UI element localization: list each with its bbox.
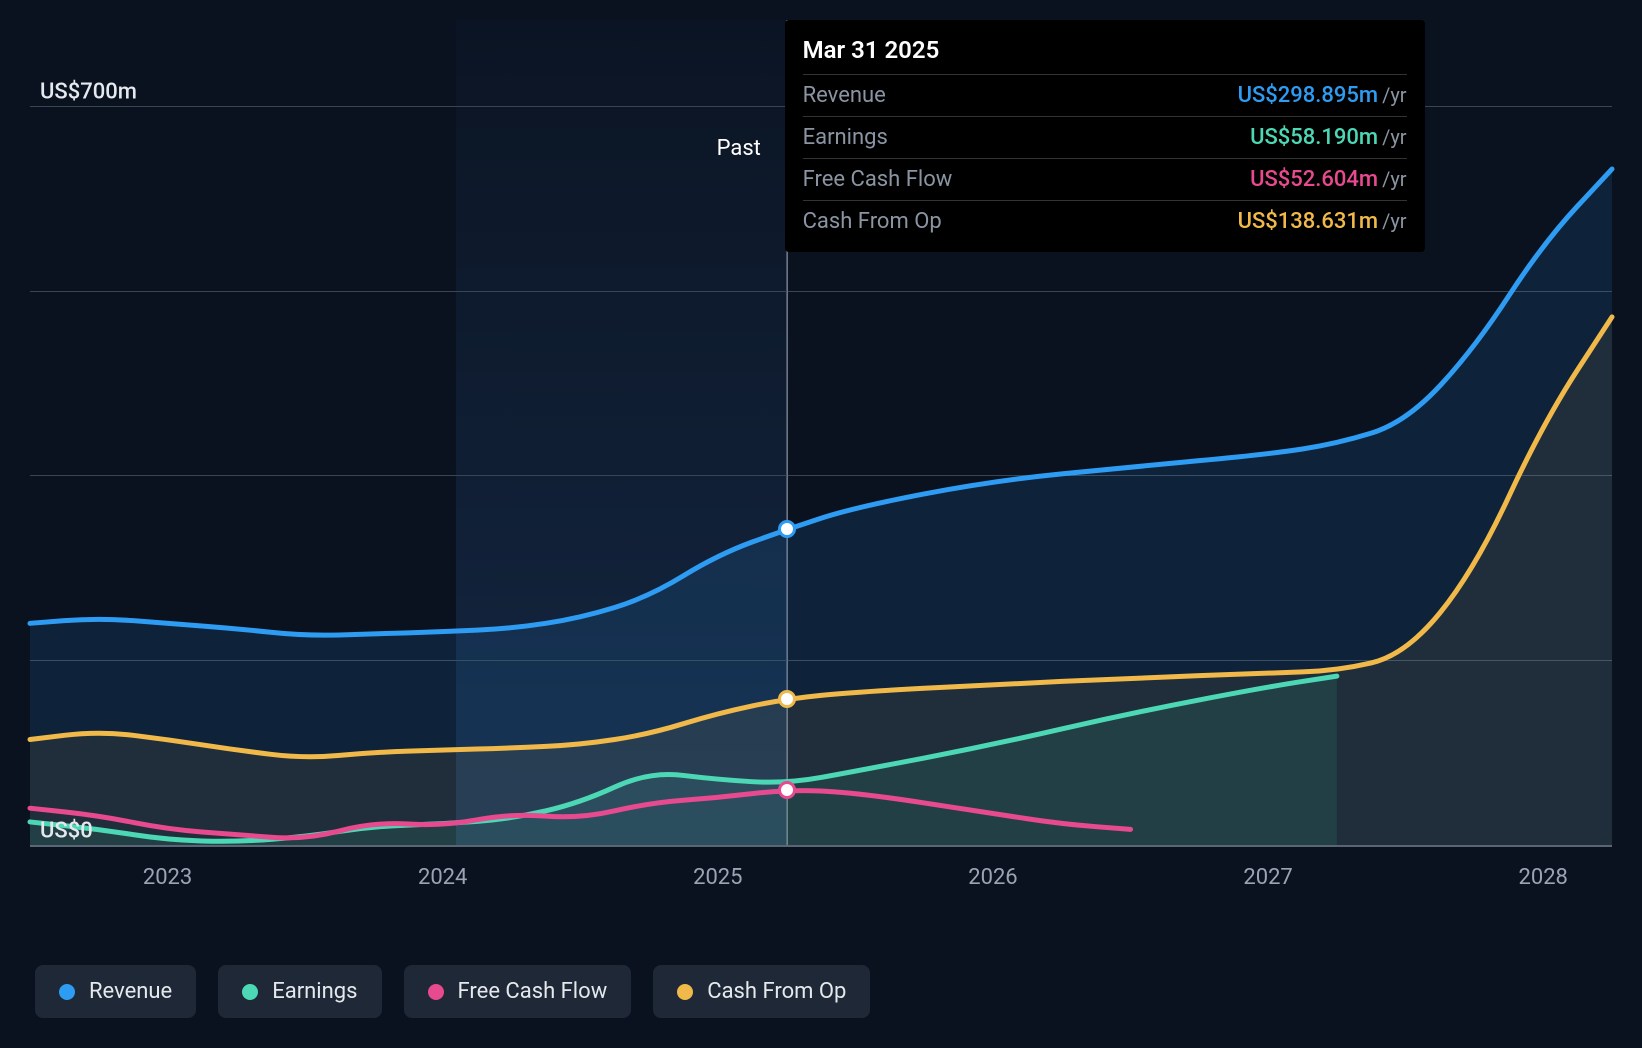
y-tick-label: US$700m <box>40 79 137 104</box>
legend-item-fcf[interactable]: Free Cash Flow <box>404 965 632 1018</box>
tooltip-row-value-wrap: US$138.631m/yr <box>1238 209 1407 234</box>
tooltip-row-value: US$52.604m <box>1250 167 1378 192</box>
tooltip-row-value: US$138.631m <box>1238 209 1379 234</box>
tooltip-row-name: Free Cash Flow <box>803 167 953 192</box>
legend-label: Earnings <box>272 979 357 1004</box>
legend: Revenue Earnings Free Cash Flow Cash Fro… <box>35 965 870 1018</box>
tooltip-row-value-wrap: US$58.190m/yr <box>1250 125 1407 150</box>
legend-label: Cash From Op <box>707 979 846 1004</box>
tooltip-row-value: US$58.190m <box>1250 125 1378 150</box>
tooltip-row-name: Revenue <box>803 83 886 108</box>
legend-item-earnings[interactable]: Earnings <box>218 965 381 1018</box>
tooltip-row-unit: /yr <box>1382 125 1407 149</box>
legend-label: Free Cash Flow <box>458 979 608 1004</box>
tooltip-row-name: Cash From Op <box>803 209 942 234</box>
tooltip-row-value-wrap: US$52.604m/yr <box>1250 167 1407 192</box>
legend-dot-icon <box>59 984 75 1000</box>
tooltip-row-name: Earnings <box>803 125 888 150</box>
tooltip-row-unit: /yr <box>1382 83 1407 107</box>
tooltip-row-value-wrap: US$298.895m/yr <box>1238 83 1407 108</box>
hover-tooltip: Mar 31 2025 Revenue US$298.895m/yr Earni… <box>785 20 1425 252</box>
tooltip-row-fcf: Free Cash Flow US$52.604m/yr <box>803 159 1407 201</box>
tooltip-row-unit: /yr <box>1382 209 1407 233</box>
tooltip-row-revenue: Revenue US$298.895m/yr <box>803 75 1407 117</box>
legend-dot-icon <box>428 984 444 1000</box>
legend-dot-icon <box>677 984 693 1000</box>
legend-item-revenue[interactable]: Revenue <box>35 965 196 1018</box>
tooltip-row-value: US$298.895m <box>1238 83 1379 108</box>
past-label: Past <box>717 136 761 161</box>
financial-chart: Past Analysts Forecasts US$0US$700m20232… <box>0 0 1642 1048</box>
tooltip-row-earnings: Earnings US$58.190m/yr <box>803 117 1407 159</box>
hover-marker-cash_from_op <box>778 690 796 708</box>
tooltip-row-cashop: Cash From Op US$138.631m/yr <box>803 201 1407 242</box>
tooltip-date: Mar 31 2025 <box>803 30 1407 75</box>
legend-item-cashop[interactable]: Cash From Op <box>653 965 870 1018</box>
legend-label: Revenue <box>89 979 172 1004</box>
hover-marker-revenue <box>778 520 796 538</box>
tooltip-row-unit: /yr <box>1382 167 1407 191</box>
legend-dot-icon <box>242 984 258 1000</box>
y-tick-label: US$0 <box>40 819 93 844</box>
hover-marker-free_cash_flow <box>778 781 796 799</box>
